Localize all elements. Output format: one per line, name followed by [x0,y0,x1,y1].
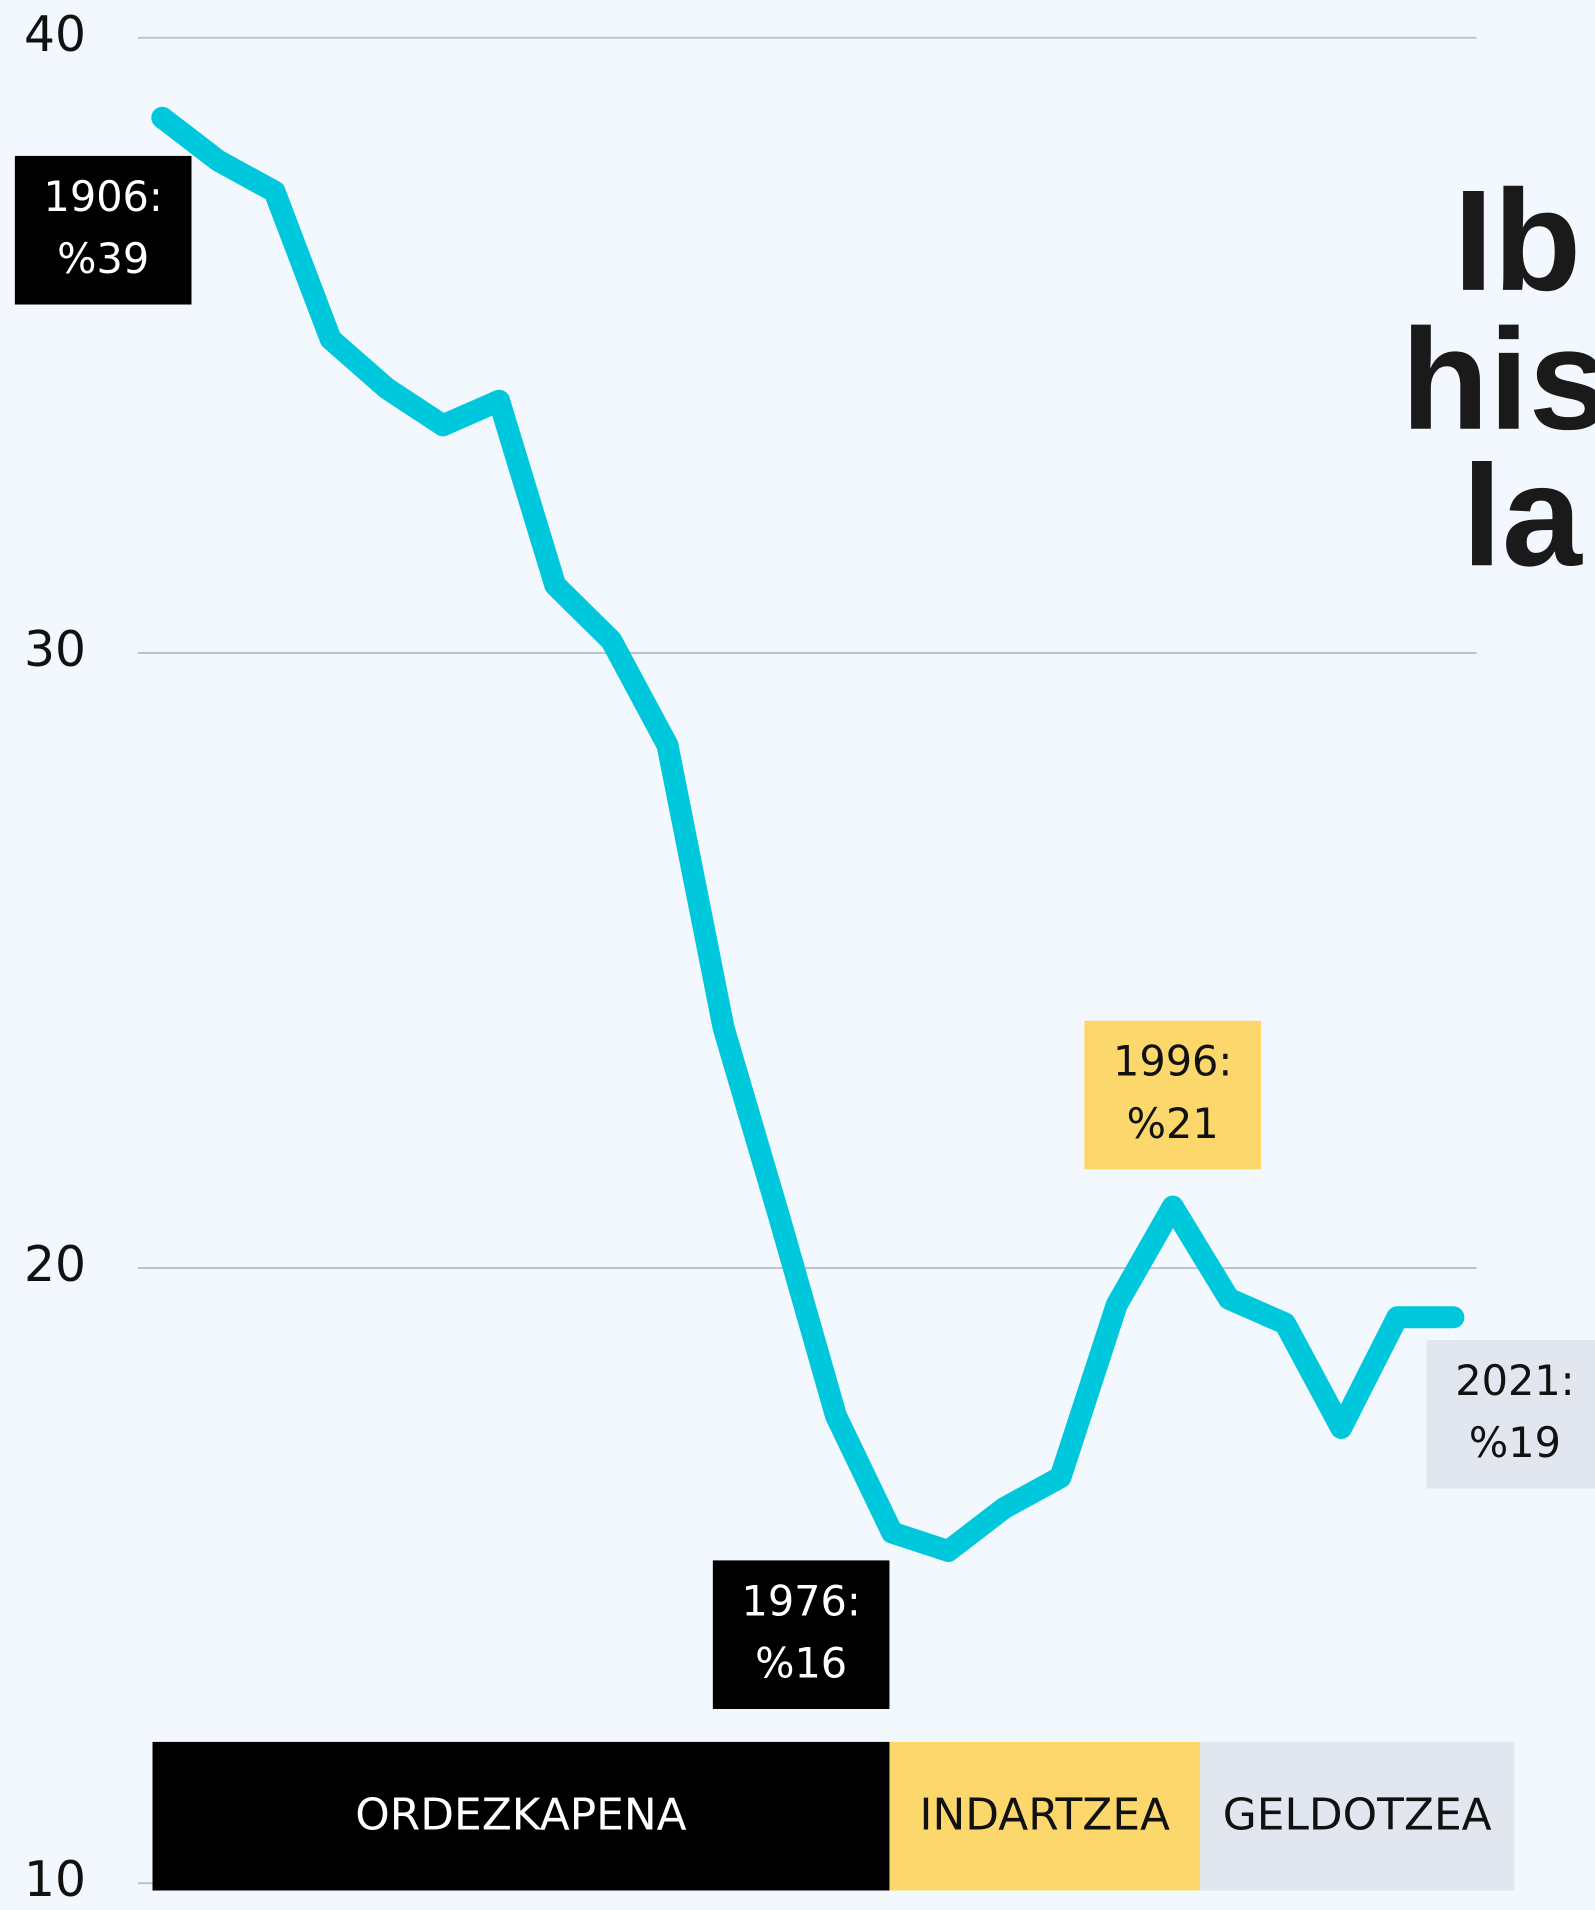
phase-band [1200,1741,1515,1891]
annotation-text: %16 [755,1639,847,1687]
y-tick-label: 20 [24,1237,86,1293]
annotation-box [1426,1339,1595,1489]
y-tick-label: 30 [24,622,86,678]
y-tick-label: 10 [24,1852,86,1908]
chart-title: Ib [1453,161,1581,321]
data-line [151,106,1465,1562]
annotation-text: 2021: [1455,1357,1574,1405]
chart-title: his [1401,300,1595,460]
annotation-text: %21 [1127,1100,1219,1148]
annotation-text: 1976: [741,1577,860,1625]
y-tick-label: 40 [24,7,86,63]
phase-label: ORDEZKAPENA [355,1789,686,1840]
annotation-box [1084,1020,1261,1170]
annotation-box [14,155,192,305]
chart-title: la [1462,436,1583,596]
annotation-text: 1996: [1113,1038,1232,1086]
phase-band [889,1741,1201,1891]
annotation-box [712,1560,890,1710]
annotation-text: %39 [57,235,149,283]
phase-label: GELDOTZEA [1223,1789,1492,1840]
phase-band [152,1741,890,1891]
annotation-text: 1906: [44,173,163,221]
phase-label: INDARTZEA [920,1789,1171,1840]
annotation-text: %19 [1469,1419,1561,1467]
